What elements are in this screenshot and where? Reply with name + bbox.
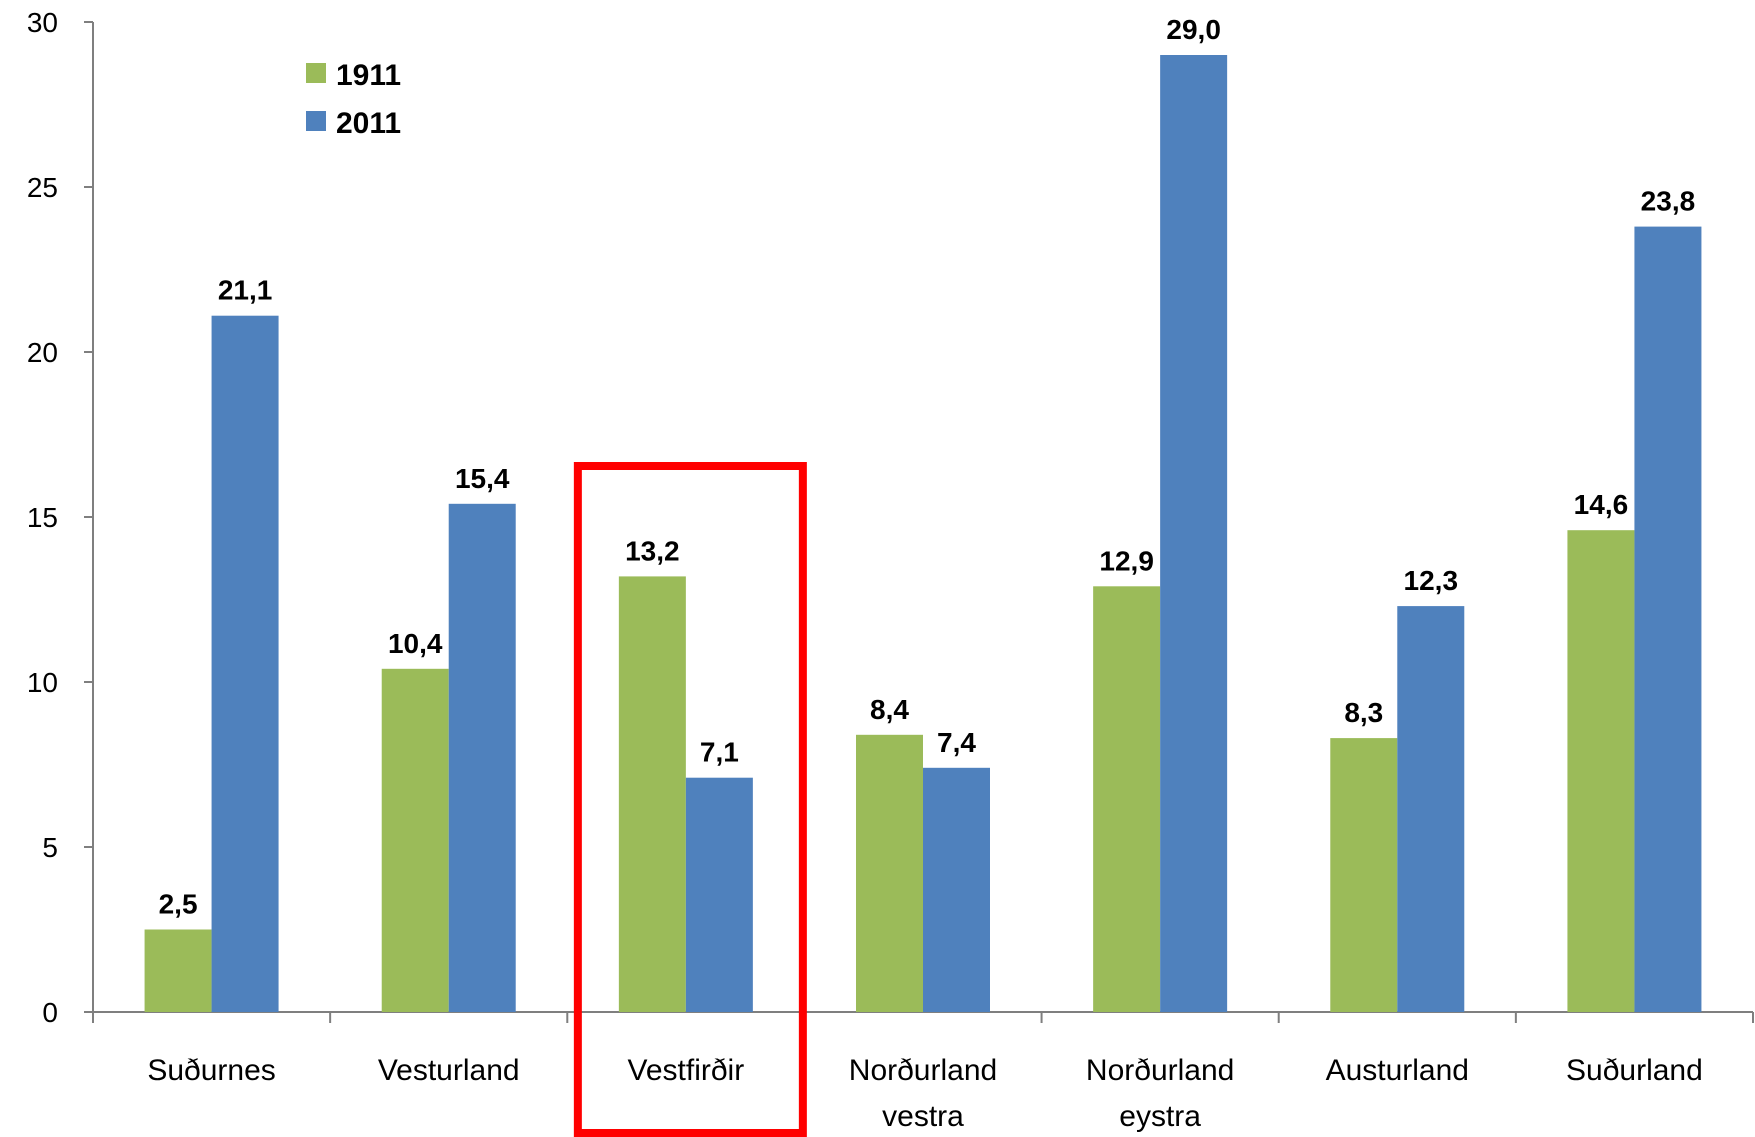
y-tick-label: 30 bbox=[27, 7, 58, 38]
x-category-label: Norðurland bbox=[1086, 1054, 1234, 1087]
bar-1911 bbox=[1330, 738, 1398, 1012]
bar-2011 bbox=[1397, 606, 1465, 1012]
bar-1911 bbox=[144, 929, 212, 1012]
chart-axes: 0 5 10 15 20 25 30 Suðurnes Vesturland Vestfirðir… bbox=[27, 7, 1754, 1133]
chart-legend: 1911 2011 bbox=[306, 59, 401, 140]
data-label-2011: 12,3 bbox=[1404, 565, 1459, 596]
data-label-1911: 2,5 bbox=[159, 889, 198, 920]
legend-swatch-1911 bbox=[306, 63, 326, 83]
data-label-2011: 29,0 bbox=[1166, 14, 1221, 45]
y-tick-label: 0 bbox=[42, 997, 58, 1028]
y-tick-label: 10 bbox=[27, 667, 58, 698]
y-tick-label: 15 bbox=[27, 502, 58, 533]
x-category-label: Suðurnes bbox=[147, 1054, 275, 1087]
x-category-label: Vesturland bbox=[378, 1054, 520, 1087]
bar-2011 bbox=[448, 503, 516, 1012]
data-label-2011: 21,1 bbox=[218, 275, 273, 306]
chart-bars bbox=[144, 55, 1702, 1013]
y-tick-label: 5 bbox=[42, 832, 58, 863]
x-category-label: vestra bbox=[882, 1100, 964, 1133]
bar-1911 bbox=[856, 734, 923, 1012]
x-category-label: Austurland bbox=[1326, 1054, 1469, 1087]
data-label-2011: 23,8 bbox=[1641, 186, 1696, 217]
data-label-1911: 8,4 bbox=[870, 694, 909, 725]
highlight-box bbox=[573, 462, 807, 1137]
data-label-1911: 10,4 bbox=[388, 628, 443, 659]
data-label-1911: 12,9 bbox=[1099, 545, 1154, 576]
x-category-label: eystra bbox=[1119, 1100, 1201, 1133]
legend-label-1911: 1911 bbox=[336, 59, 401, 92]
bar-2011 bbox=[685, 777, 753, 1012]
bar-1911 bbox=[381, 668, 449, 1012]
chart-data-labels: 2,5 21,1 10,4 15,4 13,2 7,1 8,4 7,4 12,9 29,0 8,3 1… bbox=[159, 14, 1696, 920]
x-category-label: Norðurland bbox=[849, 1054, 997, 1087]
bar-2011 bbox=[211, 315, 279, 1012]
data-label-2011: 7,4 bbox=[937, 727, 976, 758]
legend-swatch-2011 bbox=[306, 111, 326, 131]
legend-label-2011: 2011 bbox=[336, 107, 401, 140]
bar-1911 bbox=[1567, 530, 1635, 1012]
data-label-1911: 13,2 bbox=[625, 535, 680, 566]
data-label-1911: 14,6 bbox=[1574, 489, 1629, 520]
x-category-label: Suðurland bbox=[1566, 1054, 1703, 1087]
y-tick-label: 20 bbox=[27, 337, 58, 368]
bar-1911 bbox=[618, 576, 686, 1012]
x-category-label: Vestfirðir bbox=[627, 1054, 744, 1087]
data-label-2011: 7,1 bbox=[700, 737, 739, 768]
bar-2011 bbox=[923, 767, 990, 1012]
bar-2011 bbox=[1634, 226, 1702, 1013]
bar-2011 bbox=[1160, 55, 1228, 1012]
data-label-1911: 8,3 bbox=[1344, 697, 1383, 728]
y-tick-label: 25 bbox=[27, 172, 58, 203]
bar-1911 bbox=[1093, 586, 1161, 1012]
highlight-rectangle bbox=[573, 462, 807, 1137]
data-label-2011: 15,4 bbox=[455, 463, 510, 494]
